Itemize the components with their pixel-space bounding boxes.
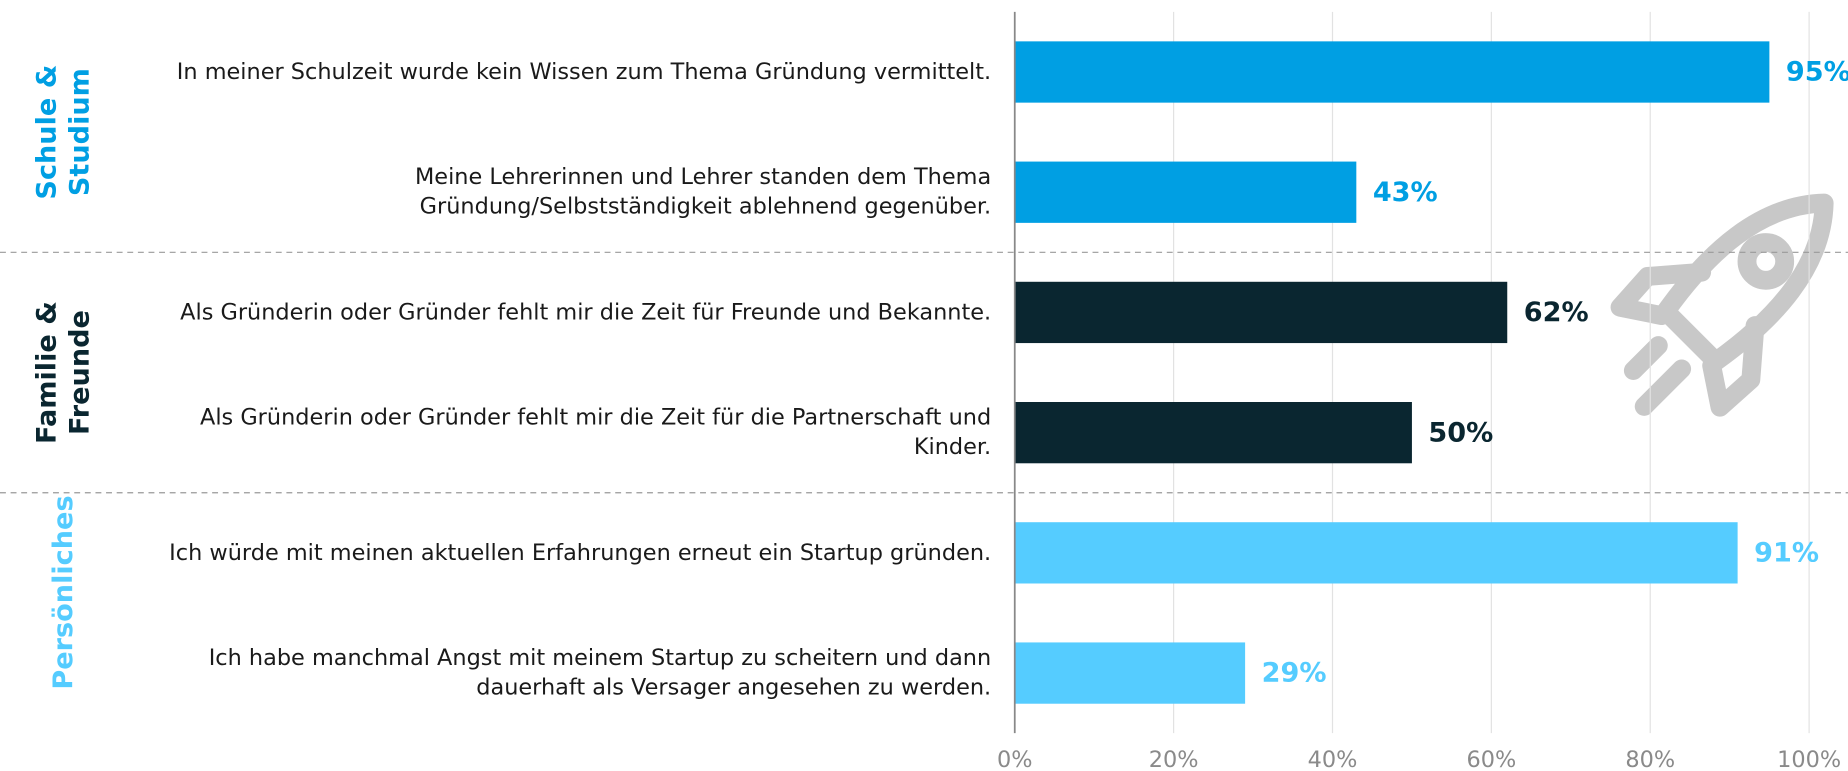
group-label: Schule & Studium <box>32 64 96 200</box>
category-label: Als Gründerin oder Gründer fehlt mir die… <box>180 299 992 325</box>
category-label-box: Als Gründerin oder Gründer fehlt mir die… <box>200 404 992 460</box>
category-label: Meine Lehrerinnen und Lehrer standen dem… <box>414 164 992 220</box>
value-label: 95% <box>1786 57 1848 88</box>
bar <box>1014 161 1357 223</box>
category-label-box: Ich habe manchmal Angst mit meinem Start… <box>208 645 992 701</box>
group-label-box: Persönliches <box>12 493 118 733</box>
x-tick-label: 60% <box>1466 747 1516 771</box>
group-label-box: Familie & Freunde <box>12 252 118 492</box>
value-label: 29% <box>1262 658 1327 689</box>
x-tick-label: 20% <box>1149 747 1199 771</box>
bar <box>1014 522 1738 584</box>
value-label: 50% <box>1428 417 1493 448</box>
x-tick-label: 100% <box>1777 747 1841 771</box>
value-label: 62% <box>1524 297 1589 328</box>
category-label: Ich würde mit meinen aktuellen Erfahrung… <box>169 539 992 566</box>
category-label-box: In meiner Schulzeit wurde kein Wissen zu… <box>176 58 992 85</box>
bar <box>1014 642 1246 704</box>
bar <box>1014 402 1412 464</box>
x-tick-label: 0% <box>997 747 1032 771</box>
category-label: Ich habe manchmal Angst mit meinem Start… <box>208 645 992 701</box>
category-label-box: Meine Lehrerinnen und Lehrer standen dem… <box>414 164 992 220</box>
bar <box>1014 281 1508 344</box>
group-label-box: Schule & Studium <box>12 12 118 252</box>
value-label: 91% <box>1754 538 1819 569</box>
bar <box>1014 41 1770 103</box>
group-label: Familie & Freunde <box>32 301 96 444</box>
group-label-wrap: Schule & Studium <box>12 12 118 252</box>
x-tick-label: 40% <box>1308 747 1358 771</box>
value-label: 43% <box>1373 177 1438 208</box>
group-label-wrap: Familie & Freunde <box>12 252 118 492</box>
group-label: Persönliches <box>48 495 80 690</box>
group-label-wrap: Persönliches <box>12 493 118 733</box>
category-label: In meiner Schulzeit wurde kein Wissen zu… <box>176 58 992 85</box>
category-label: Als Gründerin oder Gründer fehlt mir die… <box>200 404 992 460</box>
rocket-icon <box>1610 193 1834 417</box>
category-label-box: Ich würde mit meinen aktuellen Erfahrung… <box>169 539 992 566</box>
x-tick-label: 80% <box>1625 747 1675 771</box>
category-label-box: Als Gründerin oder Gründer fehlt mir die… <box>180 299 992 325</box>
